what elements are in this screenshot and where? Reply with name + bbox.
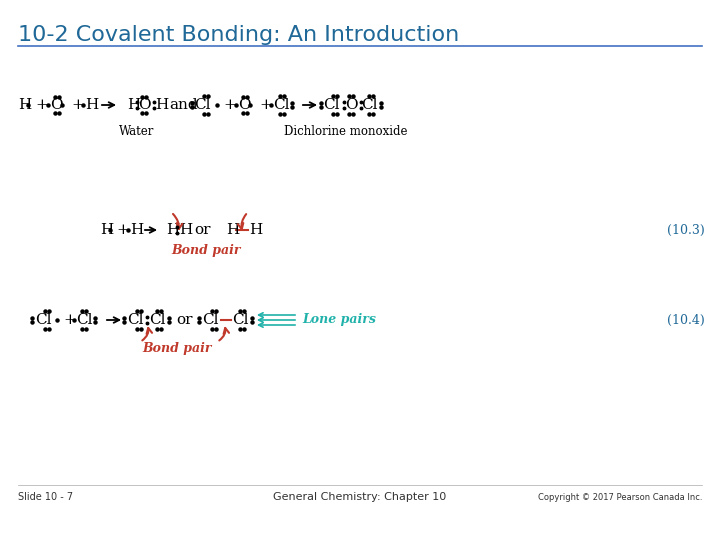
Text: +: + xyxy=(259,98,271,112)
Text: Copyright © 2017 Pearson Canada Inc.: Copyright © 2017 Pearson Canada Inc. xyxy=(538,492,702,502)
Text: (10.4): (10.4) xyxy=(667,314,705,327)
Text: Cl: Cl xyxy=(232,313,248,327)
Text: Cl: Cl xyxy=(76,313,92,327)
Text: General Chemistry: Chapter 10: General Chemistry: Chapter 10 xyxy=(274,492,446,502)
Text: H: H xyxy=(226,223,239,237)
Text: H: H xyxy=(85,98,98,112)
Text: Cl: Cl xyxy=(194,98,210,112)
Text: Cl: Cl xyxy=(323,98,340,112)
Text: H: H xyxy=(166,223,179,237)
Text: Cl: Cl xyxy=(127,313,143,327)
Text: Bond pair: Bond pair xyxy=(171,244,240,257)
Text: Cl: Cl xyxy=(361,98,377,112)
Text: H: H xyxy=(127,98,140,112)
Text: 10-2 Covalent Bonding: An Introduction: 10-2 Covalent Bonding: An Introduction xyxy=(18,25,459,45)
Text: Cl: Cl xyxy=(149,313,166,327)
Text: Cl: Cl xyxy=(202,313,218,327)
Text: +: + xyxy=(223,98,235,112)
Text: Bond pair: Bond pair xyxy=(143,342,212,355)
Text: O: O xyxy=(238,98,251,112)
Text: O: O xyxy=(138,98,150,112)
Text: O: O xyxy=(345,98,358,112)
Text: Water: Water xyxy=(120,125,155,138)
Text: H: H xyxy=(179,223,192,237)
Text: +: + xyxy=(116,223,129,237)
Text: H: H xyxy=(249,223,262,237)
Text: Slide 10 - 7: Slide 10 - 7 xyxy=(18,492,73,502)
Text: H: H xyxy=(130,223,143,237)
Text: Lone pairs: Lone pairs xyxy=(302,314,376,327)
Text: H: H xyxy=(155,98,168,112)
Text: H: H xyxy=(100,223,113,237)
Text: Dichlorine monoxide: Dichlorine monoxide xyxy=(284,125,408,138)
Text: +: + xyxy=(63,313,76,327)
Text: or: or xyxy=(194,223,210,237)
Text: O: O xyxy=(50,98,63,112)
Text: +: + xyxy=(35,98,48,112)
Text: Cl: Cl xyxy=(35,313,52,327)
Text: (10.3): (10.3) xyxy=(667,224,705,237)
Text: and: and xyxy=(169,98,197,112)
Text: or: or xyxy=(176,313,192,327)
Text: Cl: Cl xyxy=(273,98,289,112)
Text: H: H xyxy=(18,98,31,112)
Text: +: + xyxy=(71,98,84,112)
